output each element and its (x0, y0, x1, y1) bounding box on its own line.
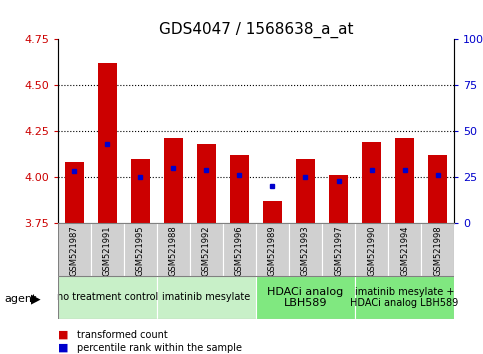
Text: transformed count: transformed count (77, 330, 168, 339)
Bar (58, 276, 157, 319)
Bar (289, 223, 322, 276)
Bar (428, 155, 447, 223)
Bar (65, 162, 84, 223)
Bar (164, 138, 183, 223)
Text: imatinib mesylate +
HDACi analog LBH589: imatinib mesylate + HDACi analog LBH589 (350, 286, 459, 308)
Text: GSM521994: GSM521994 (400, 226, 409, 276)
Text: GSM521993: GSM521993 (301, 226, 310, 276)
Text: GSM521990: GSM521990 (367, 226, 376, 276)
Bar (388, 223, 421, 276)
Bar (91, 223, 124, 276)
Text: no treatment control: no treatment control (57, 292, 158, 302)
Bar (263, 201, 282, 223)
Text: ■: ■ (58, 343, 69, 353)
Text: percentile rank within the sample: percentile rank within the sample (77, 343, 242, 353)
Text: imatinib mesylate: imatinib mesylate (162, 292, 251, 302)
Text: agent: agent (5, 294, 37, 304)
Text: GSM521991: GSM521991 (103, 226, 112, 276)
Bar (256, 223, 289, 276)
Bar (322, 223, 355, 276)
Bar (355, 276, 454, 319)
Text: ▶: ▶ (31, 293, 41, 306)
Bar (131, 159, 150, 223)
Text: GSM521995: GSM521995 (136, 226, 145, 276)
Text: ■: ■ (58, 330, 69, 339)
Text: GSM521987: GSM521987 (70, 226, 79, 276)
Bar (230, 155, 249, 223)
Bar (355, 223, 388, 276)
Bar (256, 276, 355, 319)
Bar (190, 223, 223, 276)
Text: GSM521998: GSM521998 (433, 226, 442, 276)
Text: GSM521997: GSM521997 (334, 226, 343, 276)
Bar (157, 276, 256, 319)
Bar (297, 159, 314, 223)
Bar (58, 223, 91, 276)
Bar (329, 175, 348, 223)
Bar (99, 63, 116, 223)
Bar (157, 223, 190, 276)
Bar (362, 142, 381, 223)
Bar (396, 138, 413, 223)
Bar (223, 223, 256, 276)
Text: HDACi analog
LBH589: HDACi analog LBH589 (268, 286, 343, 308)
Text: GSM521989: GSM521989 (268, 226, 277, 276)
Text: GSM521996: GSM521996 (235, 226, 244, 276)
Bar (198, 144, 215, 223)
Bar (421, 223, 454, 276)
Text: GSM521988: GSM521988 (169, 226, 178, 276)
Text: GSM521992: GSM521992 (202, 226, 211, 276)
Title: GDS4047 / 1568638_a_at: GDS4047 / 1568638_a_at (159, 21, 353, 38)
Bar (124, 223, 157, 276)
